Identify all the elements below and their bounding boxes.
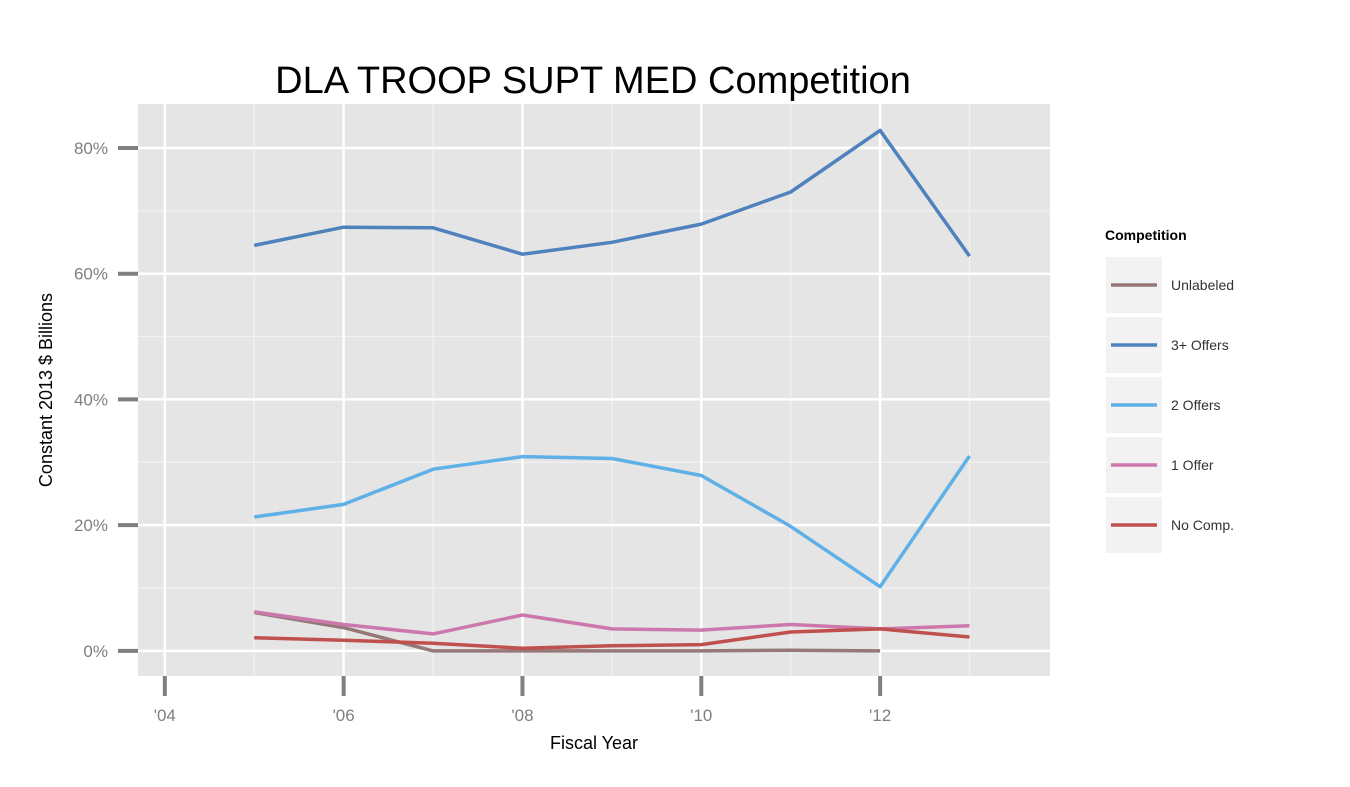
legend-label: Unlabeled bbox=[1171, 277, 1234, 293]
x-tick-label: '10 bbox=[690, 706, 712, 725]
legend-label: 2 Offers bbox=[1171, 397, 1221, 413]
series-lines bbox=[253, 128, 971, 653]
y-tick-label: 0% bbox=[83, 642, 108, 661]
legend-item-no-comp: No Comp. bbox=[1106, 497, 1234, 553]
legend-item-1-offer: 1 Offer bbox=[1106, 437, 1214, 493]
series-line-1-offer bbox=[253, 610, 970, 636]
series-line-no-comp bbox=[254, 627, 970, 651]
series-line-2-offers bbox=[253, 454, 971, 589]
x-tick-label: '06 bbox=[333, 706, 355, 725]
legend-label: 3+ Offers bbox=[1171, 337, 1229, 353]
y-tick-label: 80% bbox=[74, 139, 108, 158]
y-axis: 0% 20% 40% 60% 80% bbox=[74, 139, 138, 661]
legend-title: Competition bbox=[1105, 227, 1187, 243]
y-tick-label: 40% bbox=[74, 390, 108, 409]
legend-item-2-offers: 2 Offers bbox=[1106, 377, 1221, 433]
legend-label: 1 Offer bbox=[1171, 457, 1214, 473]
legend: Competition Unlabeled 3+ Offers 2 Offers 1 … bbox=[1105, 227, 1234, 553]
x-tick-label: '12 bbox=[869, 706, 891, 725]
x-axis: '04 '06 '08 '10 '12 bbox=[154, 676, 891, 725]
legend-label: No Comp. bbox=[1171, 517, 1234, 533]
x-axis-title: Fiscal Year bbox=[550, 733, 638, 753]
plot-background bbox=[138, 104, 1050, 676]
y-tick-label: 60% bbox=[74, 265, 108, 284]
x-tick-label: '04 bbox=[154, 706, 176, 725]
series-line-unlabeled bbox=[253, 610, 881, 653]
legend-item-unlabeled: Unlabeled bbox=[1106, 257, 1234, 313]
y-axis-title: Constant 2013 $ Billions bbox=[36, 293, 56, 487]
x-tick-label: '08 bbox=[511, 706, 533, 725]
series-line-3-offers bbox=[253, 128, 971, 258]
minor-gridlines bbox=[138, 104, 1050, 676]
major-gridlines bbox=[138, 104, 1050, 676]
chart-title: DLA TROOP SUPT MED Competition bbox=[275, 60, 911, 102]
legend-item-3-offers: 3+ Offers bbox=[1106, 317, 1229, 373]
y-tick-label: 20% bbox=[74, 516, 108, 535]
